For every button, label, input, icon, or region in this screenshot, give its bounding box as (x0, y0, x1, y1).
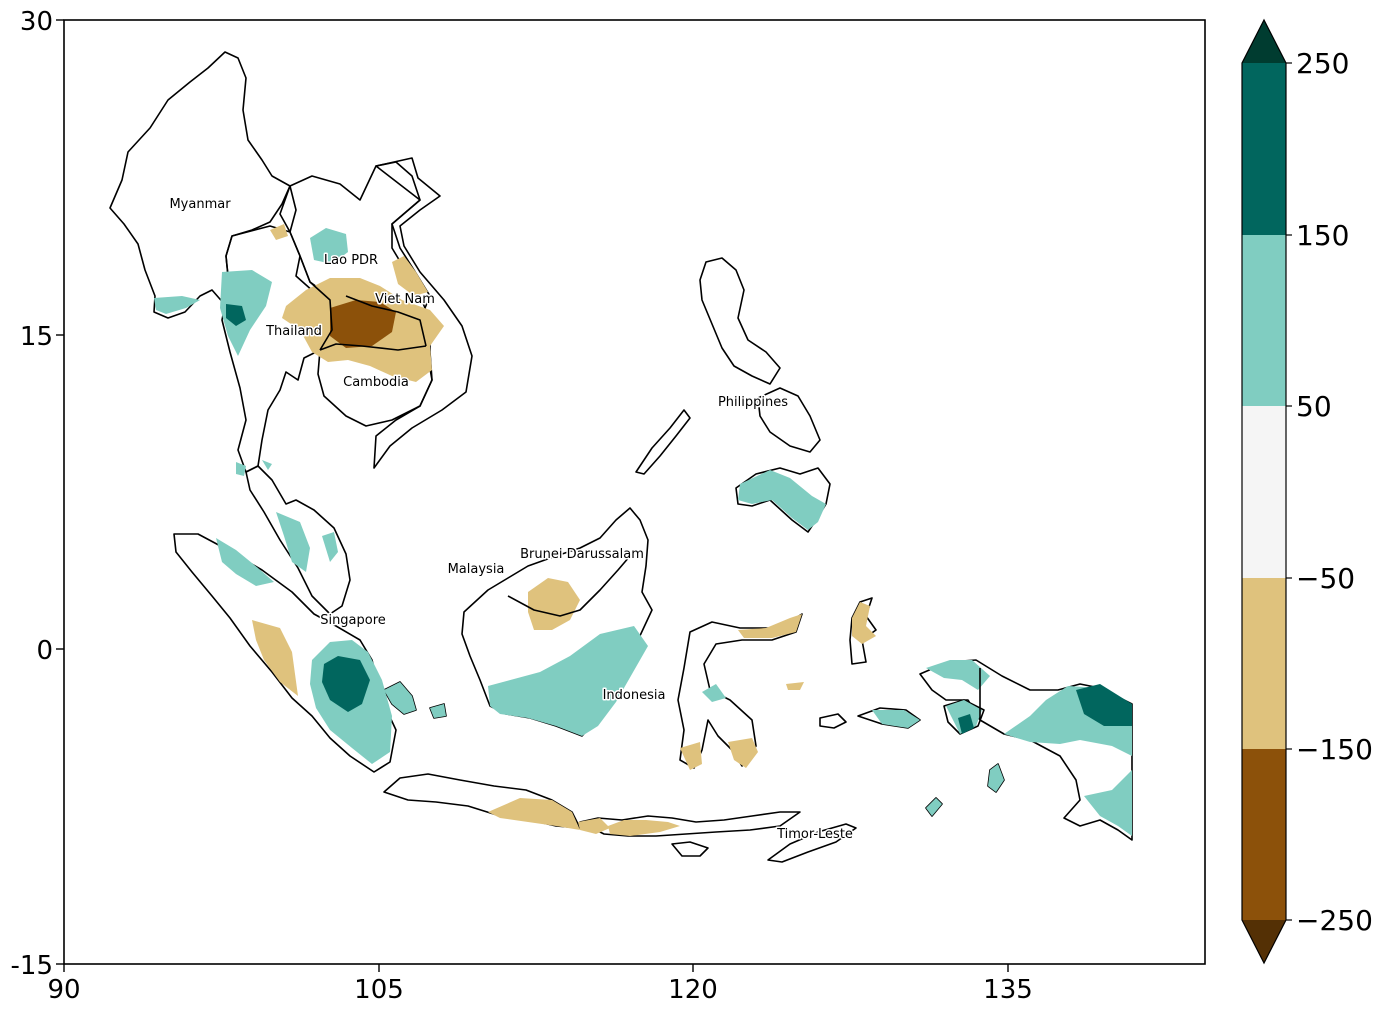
x-tick-label: 90 (47, 975, 80, 1005)
colorbar-tick-label: −50 (1296, 562, 1355, 595)
y-tick-label: 30 (20, 7, 53, 37)
anomaly-patch (702, 684, 726, 702)
anomaly-patch (786, 682, 804, 690)
colorbar-tick-label: −150 (1296, 733, 1373, 766)
anomaly-patch (226, 304, 246, 326)
x-tick-label: 120 (668, 975, 718, 1005)
country-label-myanmar: Myanmar (169, 197, 231, 212)
colorbar-tick-label: 150 (1296, 219, 1349, 252)
country-label-lao: Lao PDR (324, 253, 378, 268)
country-label-indonesia: Indonesia (603, 688, 666, 703)
anomaly-patch (220, 270, 272, 356)
landmass-malay-peninsula (245, 465, 351, 615)
anomaly-patch (154, 296, 200, 314)
colorbar-tick-label: 250 (1296, 47, 1349, 80)
anomaly-patch (488, 798, 580, 830)
anomaly-patch (488, 626, 648, 736)
border-line (345, 295, 427, 347)
anomaly-patch (322, 656, 370, 712)
colorbar-extend-under (1242, 920, 1286, 963)
anomaly-patch (528, 578, 580, 630)
country-label-timor: Timor-Leste (776, 827, 853, 842)
anomaly-patch (608, 820, 680, 836)
landmass-visayas (757, 387, 821, 453)
anomaly-patch (392, 256, 428, 296)
map-plot-area (64, 20, 1205, 964)
colorbar-segment-minus50-50 (1242, 406, 1286, 578)
landmass-flores-east (671, 841, 709, 857)
y-tick-label: 15 (20, 322, 53, 352)
colorbar-segment-150-250 (1242, 63, 1286, 235)
anomaly-patch (330, 300, 396, 348)
axes: 90 105 120 135 30 15 0 -15 (11, 7, 1033, 1005)
anomaly-patch (680, 742, 702, 770)
anomaly-patch (1084, 770, 1132, 836)
country-borders (289, 185, 981, 720)
border-line (289, 185, 297, 233)
anomaly-patch (270, 224, 288, 240)
anomaly-patch (216, 538, 274, 586)
country-label-malaysia: Malaysia (448, 562, 505, 577)
anomaly-patch (852, 602, 876, 644)
colorbar-segment-minus250-minus150 (1242, 749, 1286, 920)
colorbar-tick-label: −250 (1296, 904, 1373, 937)
colorbar-segment-minus150-minus50 (1242, 578, 1286, 749)
anomaly-overlays (154, 224, 1132, 836)
landmass-timor (767, 823, 857, 863)
anomaly-patch (578, 818, 610, 834)
landmass-palawan (635, 409, 691, 475)
landmass-luzon (699, 257, 781, 385)
border-line (319, 343, 427, 351)
anomaly-patch (236, 462, 246, 476)
x-tick-label: 105 (354, 975, 404, 1005)
x-tick-label: 135 (983, 975, 1033, 1005)
plot-frame (63, 19, 1206, 965)
anomaly-patch (430, 704, 446, 718)
landmass-thailand (221, 225, 333, 473)
border-line (299, 255, 333, 351)
anomaly-patch (738, 470, 826, 530)
anomaly-patch (262, 460, 272, 470)
country-label-cambodia: Cambodia (343, 375, 409, 390)
border-line (507, 555, 631, 617)
anomaly-patch (310, 228, 348, 264)
country-labels: Myanmar Lao PDR Viet Nam Thailand Cambodia Ph… (168, 196, 854, 844)
country-label-vietnam: Viet Nam (375, 292, 435, 307)
colorbar-tick-label: 50 (1296, 390, 1332, 423)
landmass-myanmar (109, 51, 291, 319)
anomaly-patch (738, 614, 802, 638)
anomaly-patch (728, 738, 758, 768)
country-label-philippines: Philippines (718, 395, 788, 410)
anomaly-patch (988, 764, 1004, 792)
landmass-sumatra (173, 533, 397, 773)
y-tick-label: -15 (11, 951, 53, 981)
colorbar-extend-over (1242, 20, 1286, 63)
country-label-thailand: Thailand (265, 324, 322, 339)
country-label-singapore: Singapore (320, 613, 386, 628)
anomaly-patch (384, 682, 416, 714)
anomaly-patch (1076, 684, 1132, 726)
anomaly-patch (252, 620, 298, 696)
country-label-brunei: Brunei Darussalam (520, 547, 644, 562)
anomaly-patch (322, 532, 338, 562)
anomaly-patch (926, 660, 990, 690)
anomaly-patch (872, 710, 920, 728)
landmass-buru (819, 713, 847, 729)
anomaly-patch (276, 512, 310, 572)
y-tick-label: 0 (36, 636, 53, 666)
anomaly-patch (958, 714, 974, 734)
colorbar-segment-50-150 (1242, 235, 1286, 406)
landmass-nusa-tenggara (579, 811, 801, 837)
anomaly-patch (926, 798, 942, 816)
colorbar: 250 150 50 −50 −150 −250 (1241, 18, 1373, 965)
landmass-java (383, 773, 581, 829)
